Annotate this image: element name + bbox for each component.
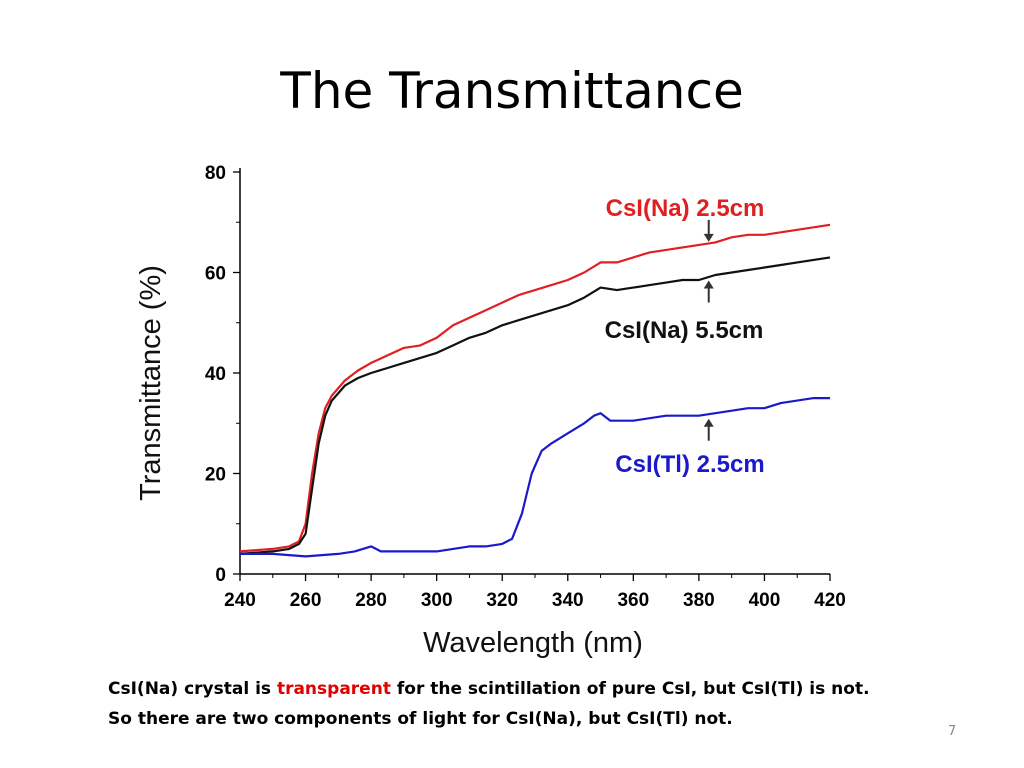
caption-line-1: CsI(Na) crystal is transparent for the s… [108,674,968,704]
x-tick-label: 360 [617,590,649,611]
x-tick-label: 380 [683,590,715,611]
caption-line1-suffix: for the scintillation of pure CsI, but C… [390,679,870,699]
x-tick-label: 260 [290,590,322,611]
y-tick-label: 80 [205,163,226,184]
arrow-head-icon [703,280,714,289]
x-axis-label: Wavelength (nm) [423,627,643,659]
x-tick-label: 240 [224,590,256,611]
caption-highlight: transparent [276,679,391,699]
x-tick-label: 400 [749,590,781,611]
y-tick-label: 20 [205,465,226,486]
y-tick-label: 40 [205,364,226,385]
y-axis-label: Transmittance (%) [135,265,167,501]
series-line-3 [240,397,830,558]
series-label-1: CsI(Na) 2.5cm [606,195,765,222]
x-tick-label: 320 [486,590,518,611]
arrow-head-icon [703,418,714,427]
arrow-head-icon [703,233,714,242]
series-label-2: CsI(Na) 5.5cm [605,317,764,344]
x-tick-label: 420 [814,590,846,611]
x-tick-label: 340 [552,590,584,611]
series-line-1 [239,223,831,553]
slide-title: The Transmittance [280,62,744,120]
y-tick-label: 60 [205,264,226,285]
x-tick-label: 300 [421,590,453,611]
y-tick-label: 0 [215,565,226,586]
page-number: 7 [948,724,957,739]
caption-line-2: So there are two components of light for… [108,709,733,729]
x-tick-label: 280 [355,590,387,611]
series-line-2 [239,256,831,555]
series-label-3: CsI(Tl) 2.5cm [615,451,764,478]
slide-caption: CsI(Na) crystal is transparent for the s… [108,674,968,734]
caption-line1-prefix: CsI(Na) crystal is [108,679,277,699]
